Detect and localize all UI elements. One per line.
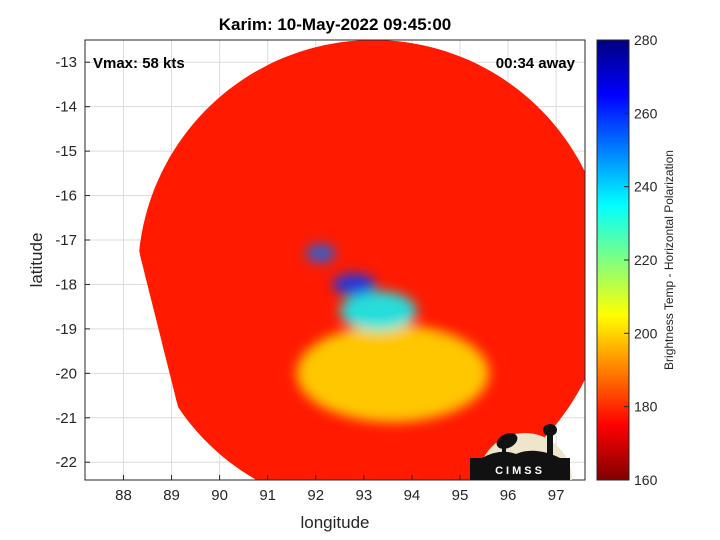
x-tick-label: 94 xyxy=(404,487,421,504)
feature-yellow-band xyxy=(339,291,417,332)
brightness-features xyxy=(296,244,489,423)
y-tick-label: -18 xyxy=(55,276,77,293)
x-tick-label: 89 xyxy=(163,487,180,504)
swath-layer xyxy=(139,40,585,480)
colorbar-ticks: 160 180 200 220 240 260 280 xyxy=(624,32,658,488)
x-axis-label: longitude xyxy=(300,513,369,532)
feature-north-band xyxy=(306,244,336,263)
y-tick-label: -17 xyxy=(55,232,77,249)
x-axis-ticks: 88 89 90 91 92 93 94 95 96 97 xyxy=(115,475,564,504)
feature-cyan-outer-band xyxy=(296,324,489,423)
logo-banner xyxy=(470,458,570,480)
cimss-logo: CIMSS xyxy=(470,424,572,480)
dish-stand-icon xyxy=(502,446,506,455)
y-tick-label: -19 xyxy=(55,321,77,338)
y-axis-label: latitude xyxy=(27,233,46,288)
water-tower-icon xyxy=(543,424,557,436)
colorbar xyxy=(596,39,630,481)
chart-title: Karim: 10-May-2022 09:45:00 xyxy=(219,15,451,34)
time-away-annotation: 00:34 away xyxy=(496,55,576,72)
y-axis-ticks: -13 -14 -15 -16 -17 -18 -19 -20 -21 -22 xyxy=(55,54,90,471)
logo-text: CIMSS xyxy=(495,465,545,477)
feature-eyewall-core xyxy=(332,273,376,296)
y-tick-label: -22 xyxy=(55,454,77,471)
colorbar-label: Brightness Temp - Horizontal Polarizatio… xyxy=(662,150,676,370)
colorbar-tick-label: 240 xyxy=(634,179,658,195)
x-tick-label: 90 xyxy=(211,487,228,504)
satellite-dish-icon xyxy=(496,433,518,449)
x-tick-label: 93 xyxy=(356,487,373,504)
vmax-annotation: Vmax: 58 kts xyxy=(93,55,185,72)
x-tick-label: 92 xyxy=(307,487,324,504)
x-tick-label: 91 xyxy=(259,487,276,504)
x-tick-label: 88 xyxy=(115,487,132,504)
tower-legs-icon xyxy=(547,435,553,455)
y-tick-label: -15 xyxy=(55,143,77,160)
axes-box xyxy=(84,39,586,481)
x-tick-label: 95 xyxy=(452,487,469,504)
colorbar-tick-label: 260 xyxy=(634,105,658,121)
colorbar-tick-label: 160 xyxy=(634,472,658,488)
x-tick-label: 96 xyxy=(500,487,517,504)
y-tick-label: -14 xyxy=(55,99,77,116)
colorbar-tick-label: 220 xyxy=(634,252,658,268)
x-tick-label: 97 xyxy=(548,487,565,504)
y-tick-label: -20 xyxy=(55,365,77,382)
colorbar-tick-label: 280 xyxy=(634,32,658,48)
y-tick-label: -16 xyxy=(55,188,77,205)
y-tick-label: -21 xyxy=(55,410,77,427)
colorbar-tick-label: 200 xyxy=(634,325,658,341)
y-tick-label: -13 xyxy=(55,54,77,71)
colorbar-tick-label: 180 xyxy=(634,399,658,415)
logo-hills xyxy=(482,450,560,458)
